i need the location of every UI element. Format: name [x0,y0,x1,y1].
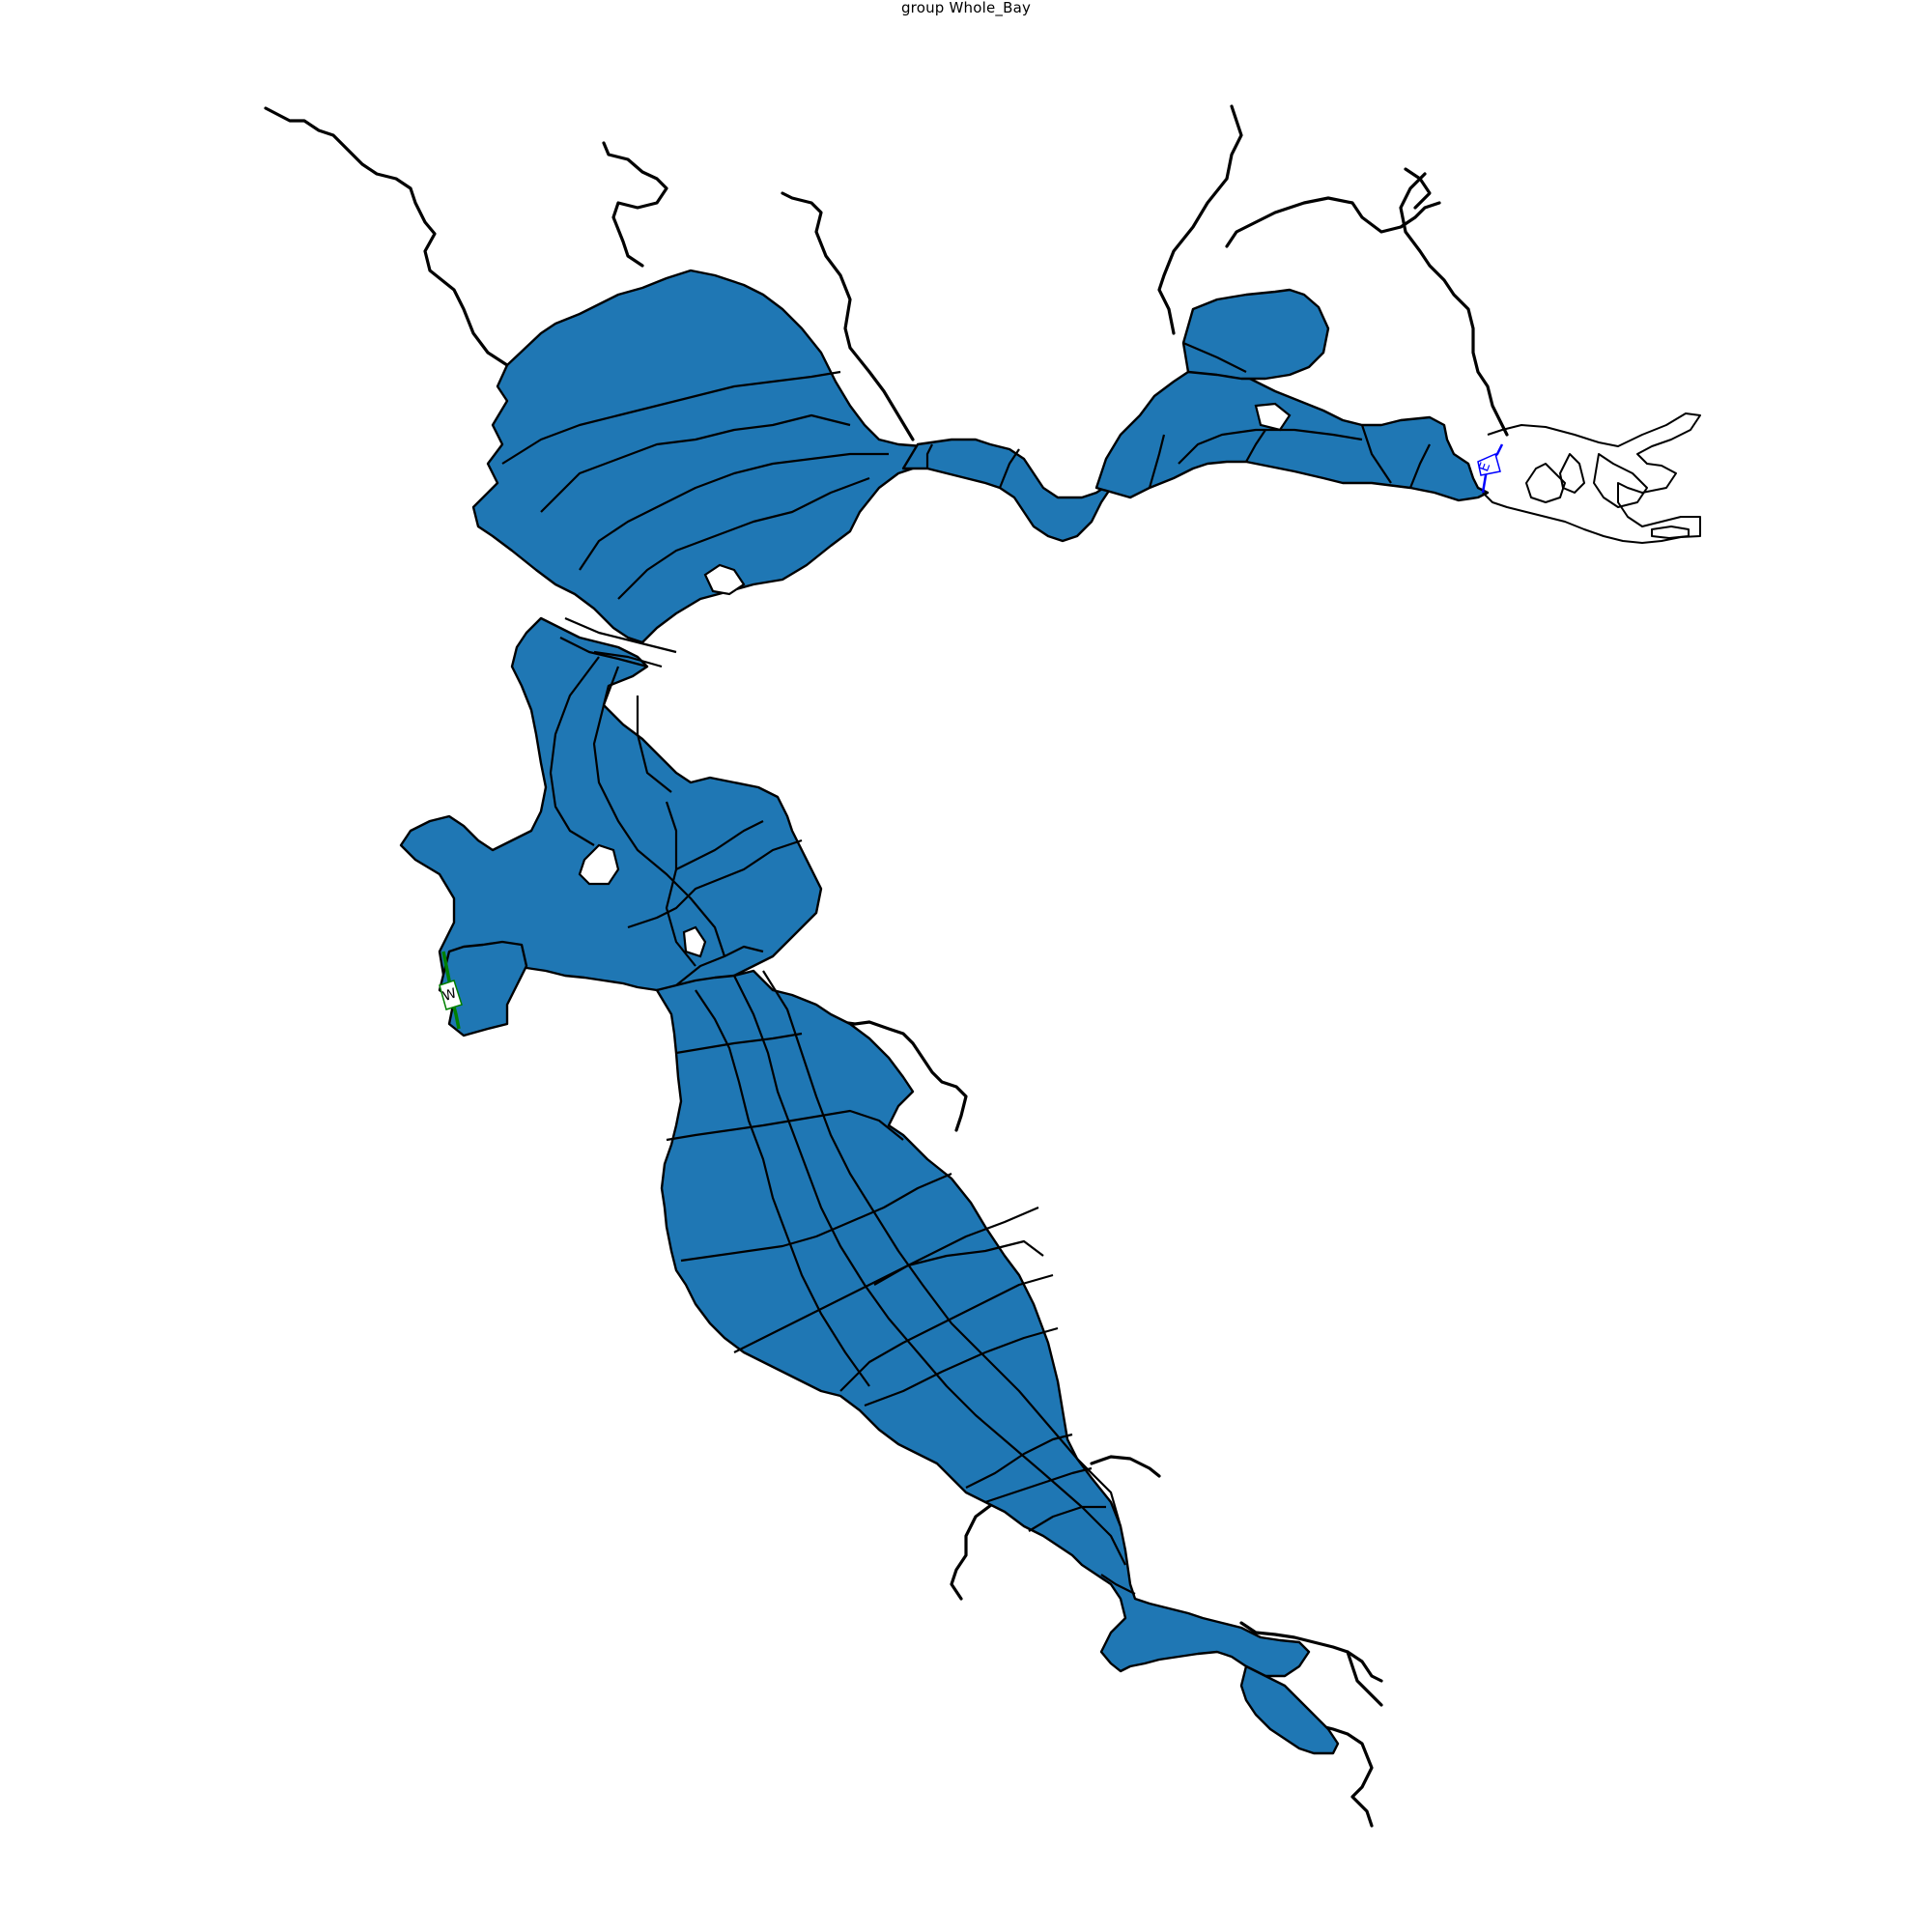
west-boundary-marker [439,980,463,1010]
region-south-tip [1239,1664,1340,1755]
subdivision-lines [501,341,1431,1595]
west-boundary-label: W [440,985,459,1005]
region-grizzly-bay [1181,288,1330,381]
region-suisun [1094,363,1490,502]
water-regions [399,269,1490,1755]
region-san-pablo-bay [471,269,944,644]
map-title: group Whole_Bay [900,0,1032,16]
river-sacramento [1157,104,1243,335]
island-alcatraz [682,925,707,958]
west-boundary: W [439,951,463,1030]
river-delta-loop [1404,167,1432,210]
region-carquinez [901,438,1122,543]
island-suisun [1254,402,1292,432]
region-central-bay [399,616,823,992]
river-south-west [950,1500,997,1601]
east-boundary-marker [1477,452,1501,476]
river-coyote [1239,1621,1383,1683]
island-angel [578,843,620,886]
river-delta-east [1399,172,1509,437]
delta-outline [1482,412,1701,544]
river-northwest [264,106,509,367]
river-north [602,141,668,268]
island-north [703,563,746,596]
region-south-bay [655,969,1311,1678]
river-south-east [1090,1455,1161,1478]
east-boundary: E [1476,443,1504,494]
river-coyote-branch [1346,1650,1383,1707]
river-napa [781,191,915,441]
river-san-joaquin [1225,196,1441,248]
